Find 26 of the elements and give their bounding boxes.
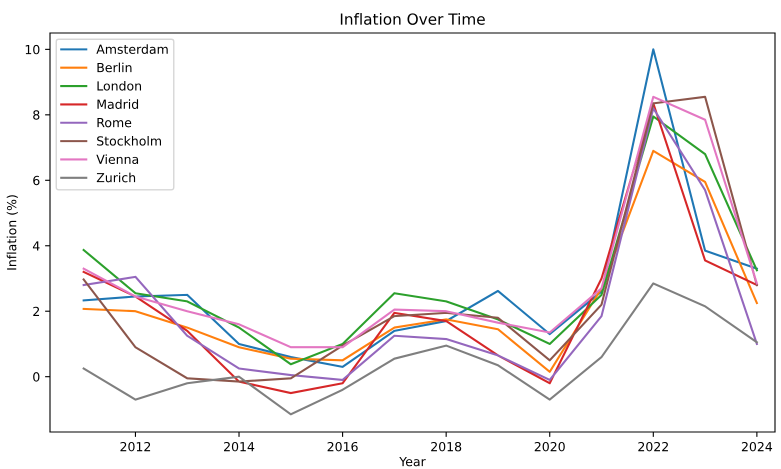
y-axis-title: Inflation (%) xyxy=(6,195,18,270)
x-axis-title: Year xyxy=(399,456,426,466)
x-tick-label: 2014 xyxy=(224,442,254,452)
chart-title: Inflation Over Time xyxy=(340,13,485,25)
legend-label: Berlin xyxy=(97,62,132,72)
y-tick-label: 8 xyxy=(33,110,40,120)
legend-label: Stockholm xyxy=(97,136,162,146)
y-tick-label: 4 xyxy=(32,241,40,251)
legend-label: Rome xyxy=(97,118,132,128)
legend-label: Madrid xyxy=(97,99,138,109)
legend-label: Zurich xyxy=(96,172,136,182)
y-tick-label: 2 xyxy=(33,306,40,316)
y-tick-label: 0 xyxy=(33,372,40,382)
x-tick-label: 2024 xyxy=(742,442,772,452)
legend-label: Vienna xyxy=(96,154,138,164)
x-tick-label: 2012 xyxy=(120,442,150,452)
y-tick-label: 10 xyxy=(26,44,40,54)
line-series xyxy=(82,150,758,373)
x-tick-label: 2018 xyxy=(431,442,462,452)
line-series xyxy=(82,282,758,416)
y-tick-label: 6 xyxy=(33,176,40,186)
x-tick-label: 2016 xyxy=(328,442,358,452)
legend-label: Amsterdam xyxy=(96,44,168,54)
legend-label: London xyxy=(97,80,142,91)
x-tick-label: 2020 xyxy=(534,442,565,452)
x-tick-label: 2022 xyxy=(638,442,668,452)
